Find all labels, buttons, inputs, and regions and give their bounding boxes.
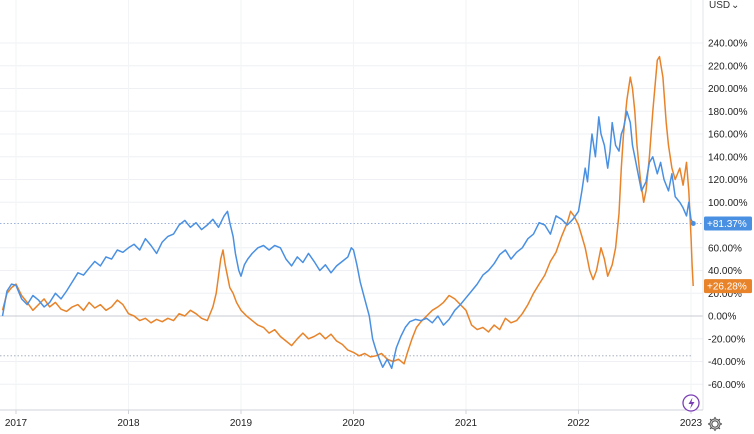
- last-value-badge-orange: +26.28%: [704, 279, 752, 294]
- x-tick-label: 2023: [680, 418, 703, 429]
- y-tick-label: 0.00%: [708, 312, 736, 323]
- x-tick-label: 2021: [455, 418, 478, 429]
- y-tick-label: -20.00%: [708, 334, 745, 345]
- chevron-down-icon: ⌄: [731, 0, 739, 11]
- last-value-reference-lines: [0, 223, 703, 357]
- y-tick-label: 100.00%: [708, 198, 748, 209]
- y-tick-label: 240.00%: [708, 39, 748, 50]
- lightning-icon[interactable]: [682, 394, 700, 412]
- y-tick-label: 160.00%: [708, 130, 748, 141]
- x-tick-label: 2022: [567, 418, 590, 429]
- x-tick-label: 2017: [5, 418, 28, 429]
- currency-selector[interactable]: USD ⌄: [709, 0, 739, 11]
- y-tick-label: 20.00%: [708, 289, 742, 300]
- gear-icon[interactable]: [707, 416, 723, 432]
- y-tick-label: 40.00%: [708, 266, 742, 277]
- y-tick-label: -60.00%: [708, 380, 745, 391]
- series-lines: [1, 55, 696, 370]
- y-tick-label: 180.00%: [708, 107, 748, 118]
- series-line-orange: [1, 55, 694, 365]
- x-axis-ticks: 2017 2018 2019 2020 2021 2022 2023: [5, 410, 703, 429]
- grid-lines: [0, 42, 703, 385]
- x-tick-label: 2019: [230, 418, 253, 429]
- y-tick-label: 120.00%: [708, 175, 748, 186]
- y-tick-label: 60.00%: [708, 243, 742, 254]
- x-tick-label: 2020: [342, 418, 365, 429]
- y-tick-label: 200.00%: [708, 84, 748, 95]
- badge-background: [704, 216, 752, 231]
- y-tick-label: 220.00%: [708, 61, 748, 72]
- y-tick-label: -40.00%: [708, 357, 745, 368]
- last-value-badge-blue: +81.37%: [704, 216, 752, 231]
- series-line-blue: [1, 110, 694, 370]
- badge-label: +81.37%: [707, 219, 747, 230]
- badge-label: +26.28%: [707, 282, 747, 293]
- last-value-badges: +81.37% +26.28%: [704, 216, 752, 294]
- badge-background: [704, 279, 752, 294]
- y-tick-label: 140.00%: [708, 152, 748, 163]
- series-end-dot: [690, 220, 696, 226]
- x-tick-label: 2018: [117, 418, 140, 429]
- y-axis-ticks: 240.00% 220.00% 200.00% 180.00% 160.00% 140.0…: [708, 39, 748, 391]
- vertical-grid-lines: [15, 0, 692, 410]
- currency-label: USD: [709, 0, 730, 11]
